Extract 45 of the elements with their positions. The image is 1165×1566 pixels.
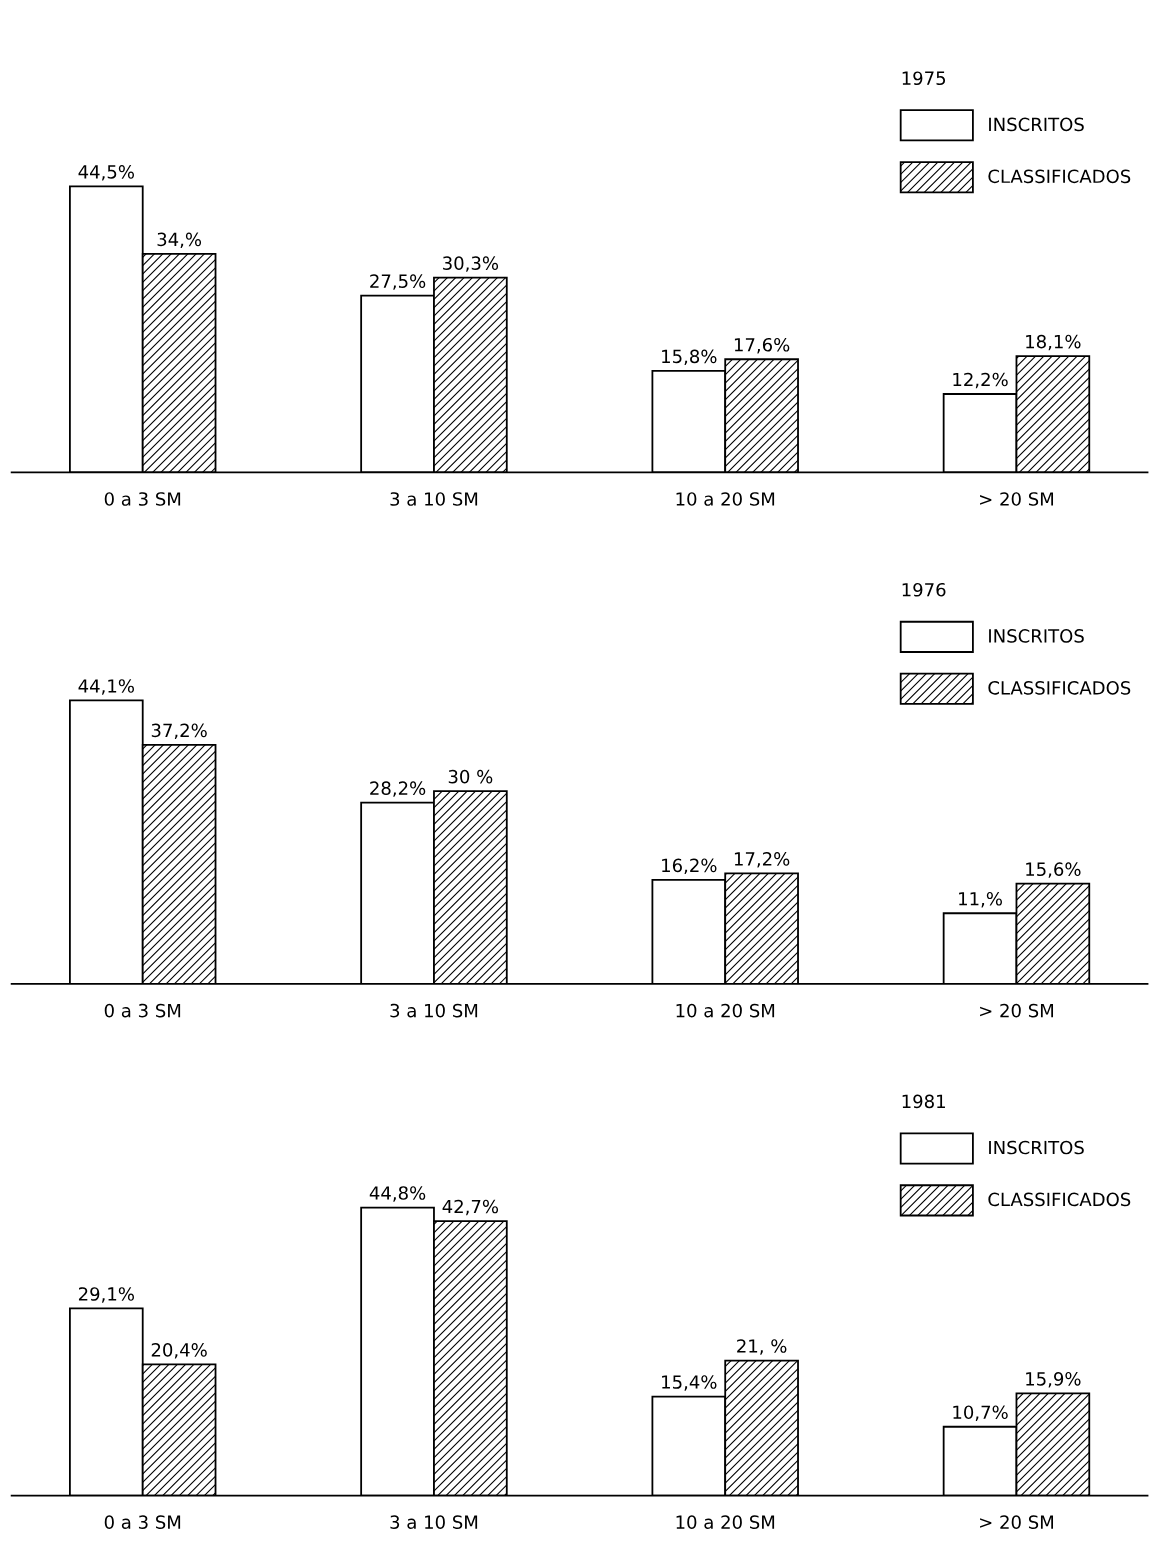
data-label: 17,2% [734, 852, 790, 868]
x-tick-label: 3 a 10 SM [390, 1003, 478, 1018]
data-label: 44,8% [369, 1186, 426, 1202]
data-label: 44,5% [78, 165, 134, 181]
x-tick-label: > 20 SM [980, 492, 1054, 506]
legend-label: INSCRITOS [989, 1140, 1084, 1155]
data-label: 21, % [737, 1339, 787, 1355]
legend-label: CLASSIFICADOS [988, 169, 1131, 184]
data-label: 15,8% [662, 349, 717, 366]
legend-title: 1975 [902, 71, 946, 86]
legend-title: 1981 [902, 1094, 945, 1109]
data-label: 18,1% [1026, 334, 1081, 351]
data-label: 10,7% [953, 1405, 1008, 1421]
x-tick-label: 0 a 3 SM [104, 1003, 181, 1018]
data-label: 34,% [157, 232, 202, 249]
data-label: 11,% [959, 891, 1002, 908]
data-label: 37,2% [151, 723, 207, 739]
x-tick-label: > 20 SM [980, 1003, 1054, 1018]
legend-label: INSCRITOS [989, 629, 1084, 643]
data-label: 12,2% [953, 372, 1008, 389]
x-tick-label: 3 a 10 SM [390, 492, 478, 506]
legend-label: CLASSIFICADOS [988, 681, 1131, 695]
data-label: 30 % [448, 769, 493, 784]
legend-label: CLASSIFICADOS [988, 1192, 1131, 1207]
data-label: 28,2% [370, 781, 426, 797]
data-label: 44,1% [78, 679, 134, 695]
data-label: 17,6% [734, 337, 790, 354]
data-label: 29,1% [78, 1287, 134, 1303]
data-label: 42,7% [442, 1199, 499, 1216]
data-label: 15,4% [662, 1375, 717, 1391]
data-label: 15,9% [1026, 1371, 1081, 1388]
x-tick-label: 0 a 3 SM [104, 1515, 181, 1529]
data-label: 20,4% [151, 1343, 207, 1359]
x-tick-label: 10 a 20 SM [676, 1515, 775, 1529]
data-label: 15,6% [1026, 862, 1081, 878]
x-tick-label: > 20 SM [980, 1515, 1054, 1529]
x-tick-label: 0 a 3 SM [104, 492, 181, 506]
legend-title: 1976 [902, 582, 946, 597]
data-label: 30,3% [443, 256, 499, 272]
data-label: 27,5% [370, 274, 426, 290]
x-tick-label: 3 a 10 SM [390, 1515, 478, 1529]
x-tick-label: 10 a 20 SM [676, 492, 775, 506]
legend-label: INSCRITOS [989, 117, 1084, 132]
x-tick-label: 10 a 20 SM [676, 1003, 775, 1018]
data-label: 16,2% [662, 858, 717, 874]
